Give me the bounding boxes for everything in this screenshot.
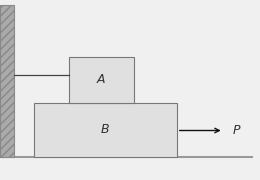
Bar xyxy=(34,103,177,157)
Bar xyxy=(69,57,134,103)
Text: P: P xyxy=(233,124,240,137)
Bar xyxy=(0,5,14,157)
Text: B: B xyxy=(101,123,110,136)
Text: A: A xyxy=(97,73,106,86)
